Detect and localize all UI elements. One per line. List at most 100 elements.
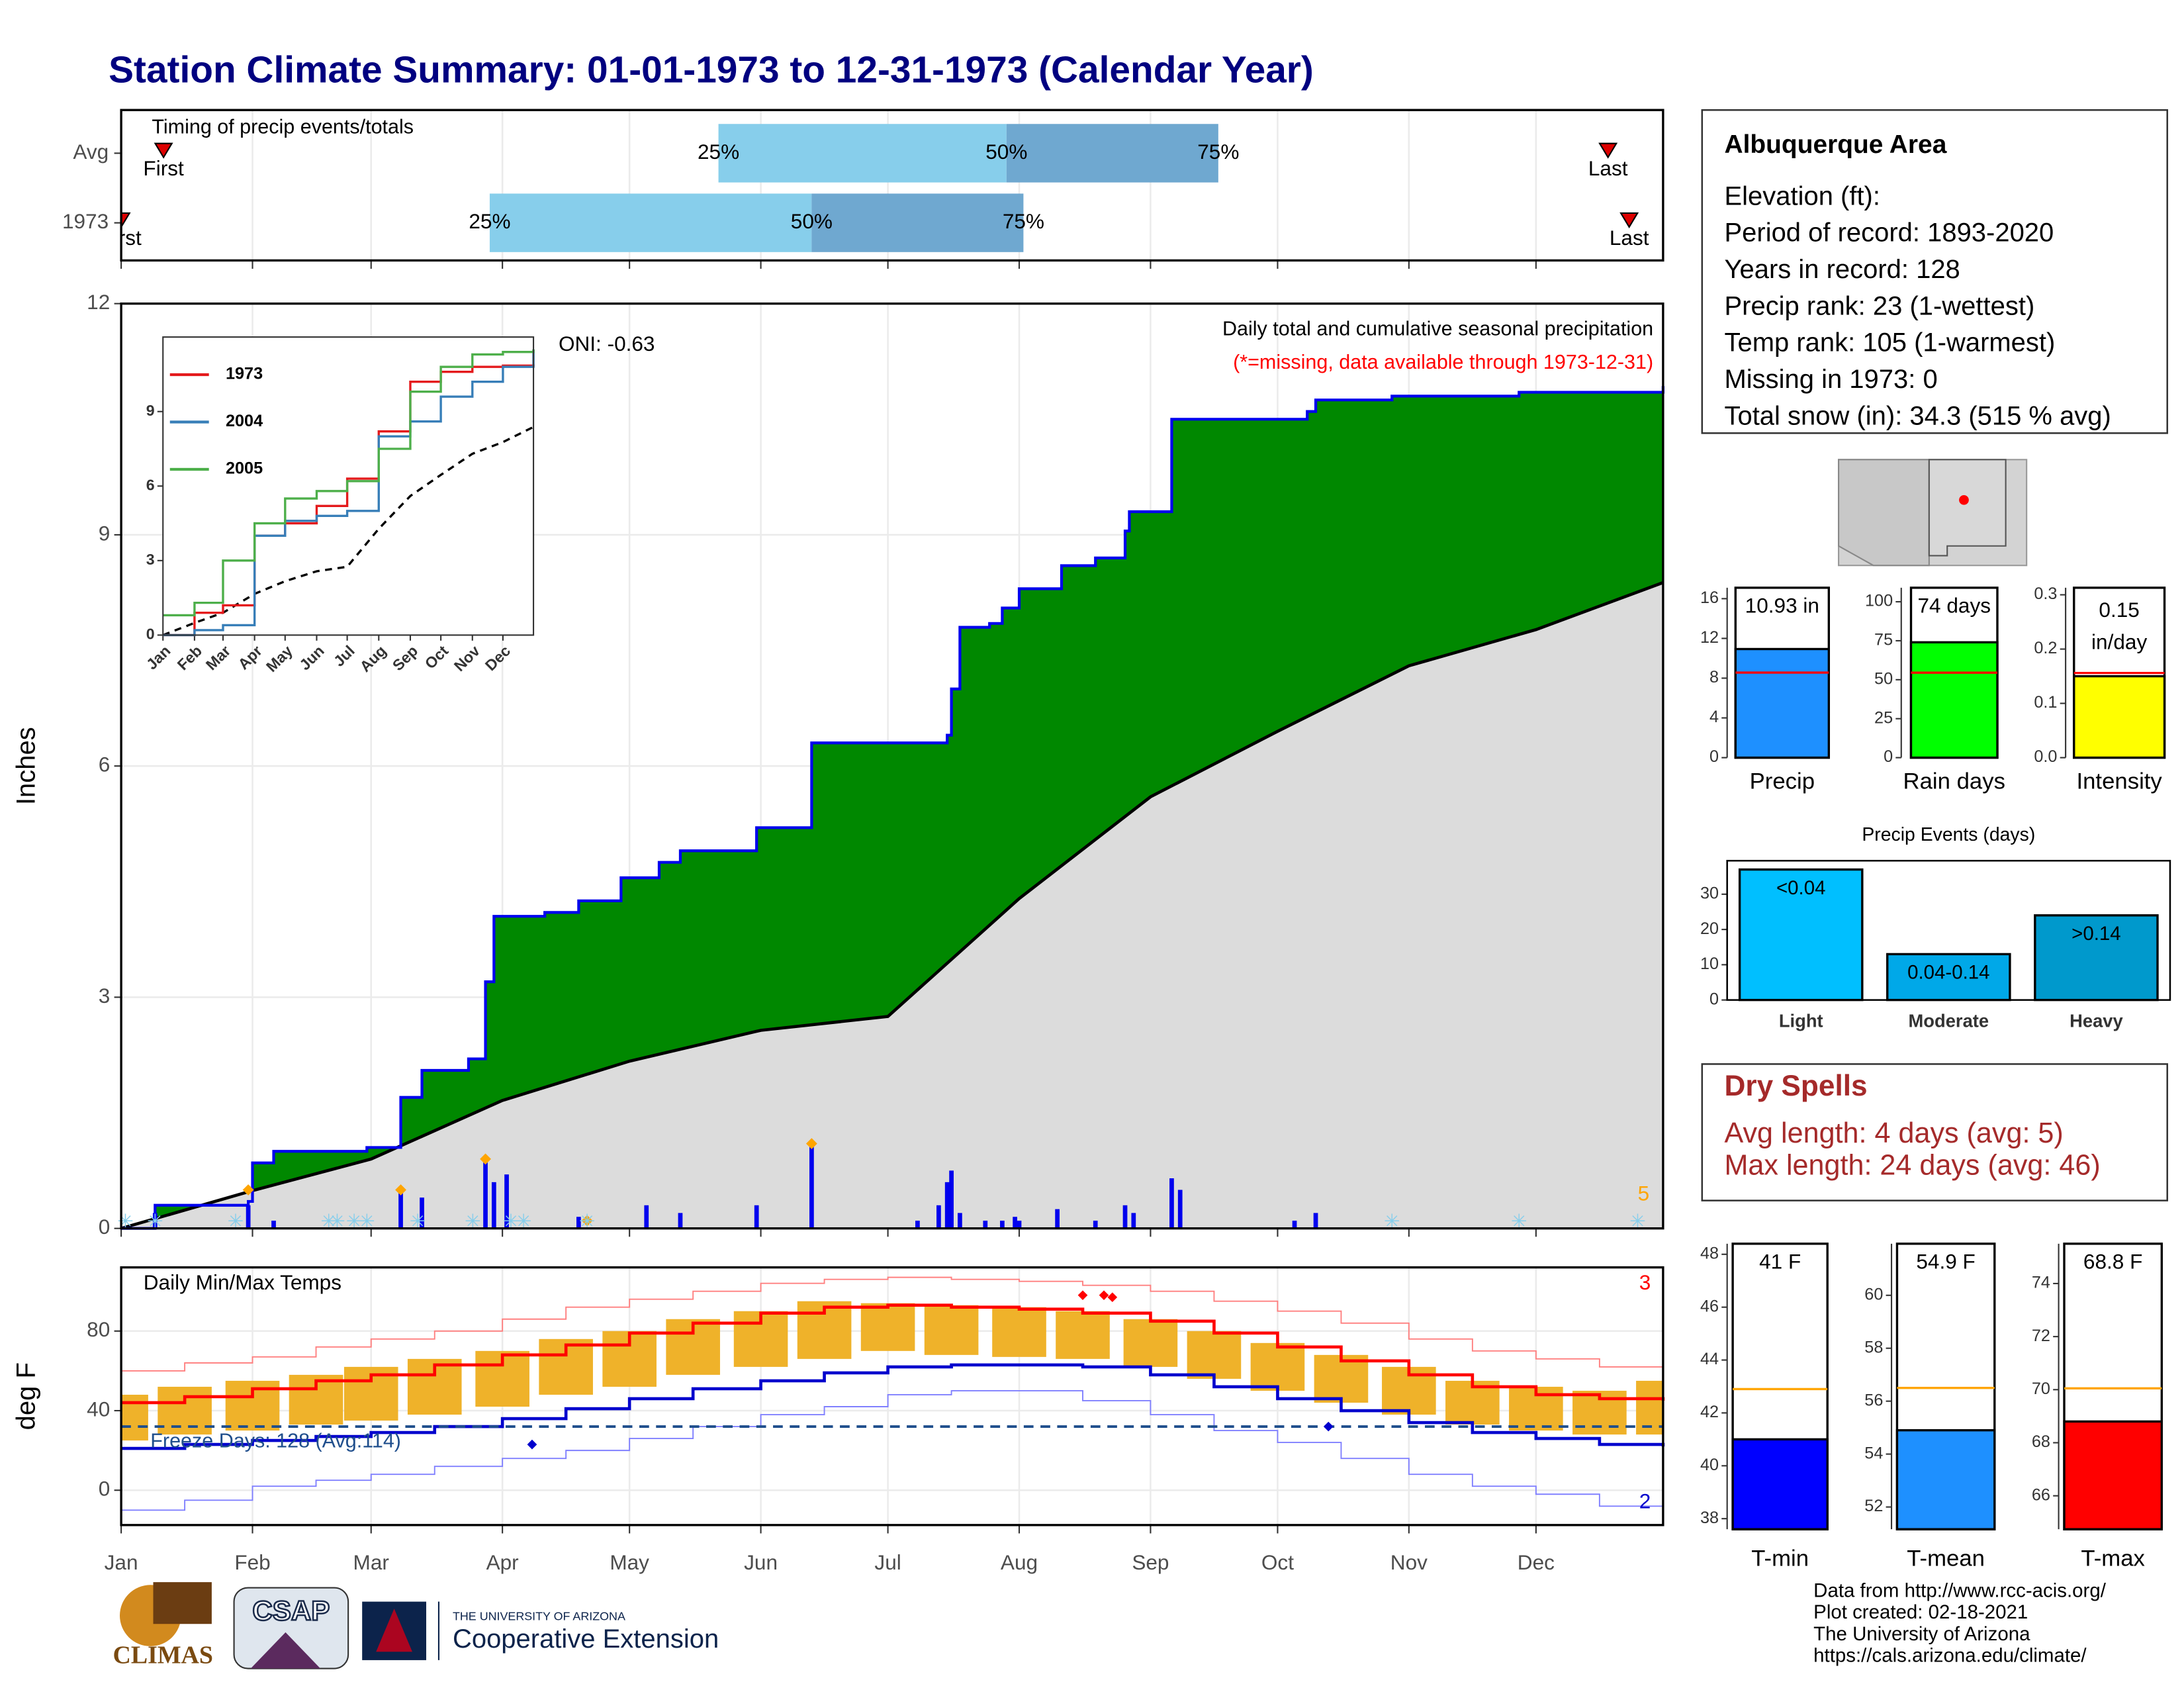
daily-bar [915, 1221, 920, 1229]
temp-range-bar [1123, 1319, 1178, 1367]
annotation: ONI: -0.63 [559, 332, 655, 355]
value-label: 41 F [1759, 1250, 1801, 1274]
quartile-label: 25% [698, 140, 739, 164]
y-tick-label: 80 [87, 1317, 110, 1341]
daily-bar [398, 1190, 403, 1229]
logo-shape [250, 1632, 321, 1669]
y-tick-label: 66 [2032, 1485, 2050, 1504]
y-tick-label: 48 [1700, 1244, 1719, 1262]
x-tick-label: Heavy [2070, 1011, 2123, 1031]
footer-line: Plot created: 02-18-2021 [1813, 1601, 2028, 1623]
temp-range-bar [992, 1307, 1046, 1357]
plot-frame [120, 109, 1664, 262]
temp-range-bar [1056, 1311, 1110, 1359]
footer-line: https://cals.arizona.edu/climate/ [1813, 1644, 2087, 1666]
chart-title: Precip Events (days) [1862, 824, 2035, 845]
bar [1886, 953, 2011, 1002]
temp-range-bar [860, 1303, 915, 1351]
legend-label: 2004 [226, 412, 263, 430]
y-tick-label: 3 [99, 984, 111, 1008]
daily-bar [576, 1217, 581, 1229]
temp-range-bar [1187, 1331, 1242, 1379]
y-tick-label: 70 [2032, 1380, 2050, 1398]
x-tick-label: Jul [874, 1550, 901, 1574]
value-label: 68.8 F [2083, 1250, 2142, 1274]
page-title: Station Climate Summary: 01-01-1973 to 1… [109, 49, 1314, 91]
info-line: Elevation (ft): [1724, 181, 1880, 211]
locator-map [1838, 459, 2028, 567]
y-tick-label: 0.2 [2034, 639, 2057, 657]
quartile-label: 75% [1003, 209, 1044, 233]
record-marker [527, 1439, 537, 1450]
daily-bar [1169, 1178, 1174, 1229]
chart-title: Daily Min/Max Temps [144, 1270, 341, 1294]
info-box [1701, 109, 2169, 434]
x-tick-label: Aug [1001, 1550, 1038, 1574]
legend-label: 2005 [226, 459, 263, 478]
bar [1895, 1429, 1996, 1530]
y-tick-label: 0 [1884, 747, 1893, 766]
quartile-label: 50% [985, 140, 1027, 164]
quartile-bar [811, 193, 1024, 252]
x-tick-label: T-max [2081, 1546, 2144, 1571]
dry-spell-line: Max length: 24 days (avg: 46) [1724, 1150, 2100, 1182]
x-tick-label: Intensity [2076, 769, 2162, 794]
y-tick-label: 40 [1700, 1456, 1719, 1474]
daily-bar [949, 1170, 954, 1229]
record-high-line [121, 1276, 1664, 1372]
y-tick-label: 60 [1864, 1285, 1883, 1303]
highlight-marker [581, 1215, 593, 1227]
station-dot [1959, 494, 1969, 505]
event-label: First [101, 226, 142, 250]
x-tick-label: Light [1779, 1011, 1823, 1031]
y-tick-label: 0.1 [2034, 693, 2057, 712]
x-tick-label: May [610, 1550, 649, 1574]
bin-label: <0.04 [1776, 877, 1826, 899]
highlight-marker [480, 1153, 491, 1165]
bar [2073, 675, 2166, 759]
y-tick-label: 100 [1865, 592, 1893, 610]
x-tick-label: Sep [1132, 1550, 1169, 1574]
avg-max-line [121, 1303, 1665, 1405]
highlight-marker [242, 1184, 254, 1196]
y-tick-label: 0.3 [2034, 585, 2057, 603]
daily-bar [1122, 1205, 1128, 1229]
bar [1734, 647, 1831, 759]
bin-label: 0.04-0.14 [1907, 962, 1989, 984]
daily-bar [246, 1205, 251, 1229]
daily-bar [983, 1221, 988, 1229]
event-marker [1598, 142, 1618, 159]
daily-bar [271, 1221, 276, 1229]
x-tick-label: Moderate [1909, 1011, 1989, 1031]
footer-line: Data from http://www.rcc-acis.org/ [1813, 1580, 2107, 1602]
value-label: 10.93 in [1745, 594, 1819, 618]
chart-subtitle: (*=missing, data available through 1973-… [1233, 351, 1653, 373]
x-tick-label: Mar [353, 1550, 389, 1574]
info-line: Temp rank: 105 (1-warmest) [1724, 328, 2055, 357]
info-line: Years in record: 128 [1724, 255, 1960, 284]
y-tick-label: 4 [1709, 708, 1719, 726]
quartile-label: 75% [1197, 140, 1239, 164]
quartile-bar [718, 124, 1007, 183]
value-label: 74 days [1917, 594, 1991, 618]
x-tick-label: Dec [1518, 1550, 1555, 1574]
temp-range-bar [1314, 1354, 1369, 1403]
bin-label: >0.14 [2071, 923, 2121, 945]
daily-bar [1000, 1221, 1005, 1229]
dry-spell-box [1701, 1063, 2169, 1201]
y-tick-label: 0.0 [2034, 747, 2057, 766]
daily-bar [1013, 1217, 1017, 1229]
bar [2034, 914, 2159, 1002]
daily-bar [1292, 1221, 1297, 1229]
event-marker [154, 142, 173, 159]
legend-label: 1973 [226, 365, 263, 383]
y-tick-label: 52 [1864, 1497, 1883, 1515]
map-state [1838, 459, 1930, 567]
daily-bar [936, 1205, 941, 1229]
series-line [163, 349, 535, 617]
x-tick-label: Oct [1261, 1550, 1294, 1574]
y-tick-label: 30 [1700, 884, 1719, 903]
daily-bar [958, 1213, 962, 1229]
dry-spell-title: Dry Spells [1724, 1070, 1867, 1102]
daily-bar [1055, 1209, 1060, 1229]
